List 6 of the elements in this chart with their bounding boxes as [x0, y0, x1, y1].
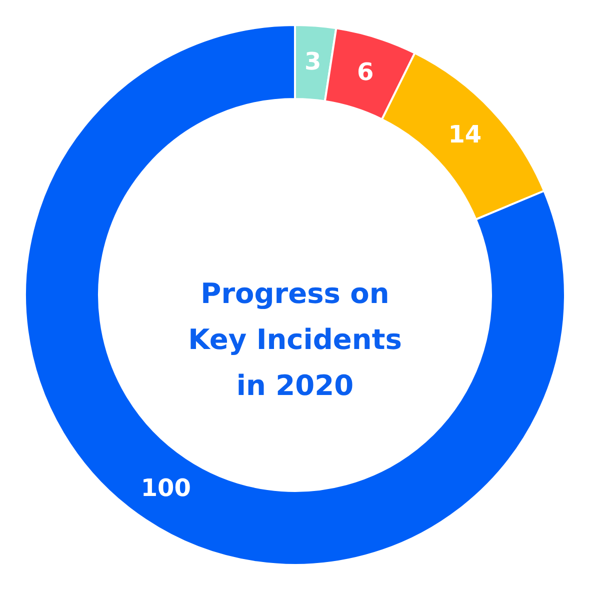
- data-label: 14: [448, 120, 482, 149]
- text: Progress on Key Incidents in 2020: [188, 277, 402, 402]
- donut-slice: [24, 24, 566, 566]
- data-label: 100: [140, 474, 191, 502]
- data-label: 3: [304, 48, 322, 76]
- data-label: 6: [356, 58, 374, 86]
